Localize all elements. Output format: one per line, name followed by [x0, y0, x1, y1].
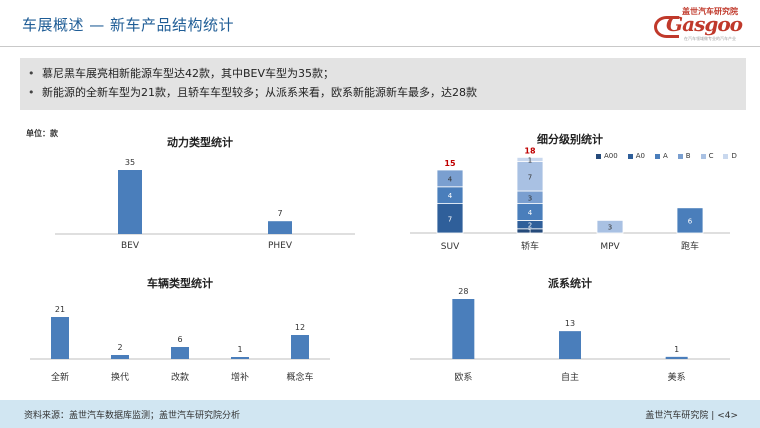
legend-item-B: B [677, 152, 691, 160]
legend-label: D [731, 152, 737, 160]
segment-data-label: 7 [448, 215, 452, 223]
origin-tick-label: 欧系 [454, 371, 472, 383]
segment-data-label: 3 [608, 224, 612, 232]
segment-bar-C [516, 161, 544, 192]
segment-data-label: 4 [528, 209, 533, 217]
vehicle-tick-label: 增补 [231, 371, 249, 383]
vehicle-bar [171, 347, 189, 359]
legend-label: A00 [604, 152, 618, 160]
vehicle-tick-label: 概念车 [286, 371, 313, 383]
segment-data-label: 4 [448, 192, 453, 200]
footer-separator: | [711, 411, 718, 421]
power-bar [268, 221, 292, 234]
summary-box: 慕尼黑车展亮相新能源车型达42款，其中BEV车型为35款； 新能源的全新车型为2… [20, 58, 746, 110]
legend-label: B [685, 152, 691, 160]
segment-data-label: 1 [528, 228, 532, 236]
vehicle-tick-label: 换代 [111, 371, 129, 383]
vehicle-tick-label: 改款 [171, 371, 189, 383]
legend-label: C [708, 152, 714, 160]
logo-tagline: 在汽车领域做专业的汽车产业 [684, 36, 736, 41]
unit-label: 单位：款 [26, 129, 58, 138]
segment-data-label: 2 [528, 222, 532, 230]
vehicle-data-label: 21 [55, 305, 65, 314]
footer-right: 盖世汽车研究院 | <4> [645, 408, 738, 421]
logo-swoosh-icon [654, 16, 679, 38]
footer-bar: 资料来源：盖世汽车数据库监测；盖世汽车研究院分析 盖世汽车研究院 | <4> [0, 400, 760, 428]
title-divider [0, 46, 760, 47]
gasgoo-logo: 盖世汽车研究院 Gasgoo 在汽车领域做专业的汽车产业 [652, 6, 743, 42]
chart-title-power: 动力类型统计 [167, 136, 233, 149]
segment-tick-label: 跑车 [681, 240, 699, 252]
origin-bar [452, 299, 475, 359]
origin-tick-label: 自主 [561, 371, 579, 383]
chart-title-origin: 派系统计 [548, 277, 592, 290]
segment-data-label: 3 [528, 194, 532, 202]
origin-bar [559, 331, 581, 359]
source-note: 资料来源：盖世汽车数据库监测；盖世汽车研究院分析 [24, 411, 241, 421]
vehicle-data-label: 1 [237, 345, 242, 354]
segment-total-label: 18 [524, 146, 536, 155]
segment-data-label: 7 [528, 173, 532, 181]
logo-brand-en: Gasgoo [666, 12, 743, 36]
chart-title-segment: 细分级别统计 [537, 133, 603, 146]
page-number: <4> [717, 411, 738, 421]
segment-bar-B [436, 169, 464, 188]
origin-bar [665, 356, 688, 359]
segment-data-label: 6 [688, 217, 693, 225]
chart-title-vehicle: 车辆类型统计 [147, 277, 213, 290]
legend-swatch [654, 153, 660, 159]
segment-bar-A [676, 207, 704, 234]
segment-bar-A0 [436, 203, 464, 234]
segment-tick-label: MPV [600, 242, 620, 252]
logo-brand-cn: 盖世汽车研究院 [682, 7, 738, 16]
vehicle-bar [291, 335, 309, 359]
legend-item-A00: A00 [596, 152, 618, 160]
segment-bar-D [516, 156, 544, 162]
power-data-label: 7 [277, 209, 282, 218]
segment-data-label: 4 [448, 175, 453, 183]
segment-data-label: 1 [528, 157, 532, 165]
segment-tick-label: 轿车 [521, 240, 539, 252]
legend-item-D: D [723, 152, 737, 160]
legend-item-A0: A0 [627, 152, 645, 160]
summary-item: 新能源的全新车型为21款，且轿车车型较多；从派系来看，欧系新能源新车最多，达28… [28, 83, 746, 102]
summary-item: 慕尼黑车展亮相新能源车型达42款，其中BEV车型为35款； [28, 64, 746, 83]
legend-swatch [627, 153, 633, 159]
legend-item-C: C [700, 152, 714, 160]
origin-data-label: 13 [565, 319, 575, 328]
vehicle-data-label: 12 [295, 323, 305, 332]
vehicle-data-label: 6 [177, 335, 182, 344]
vehicle-tick-label: 全新 [51, 371, 69, 383]
segment-bar-C [596, 219, 624, 234]
power-tick-label: BEV [121, 241, 140, 251]
page-title: 车展概述 — 新车产品结构统计 [22, 16, 235, 34]
origin-tick-label: 美系 [668, 371, 686, 383]
segment-legend: A00 A0 A B C D [596, 152, 737, 160]
vehicle-bar [231, 357, 249, 359]
legend-item-A: A [654, 152, 668, 160]
legend-swatch [700, 153, 706, 159]
legend-swatch [723, 153, 729, 159]
legend-swatch [677, 153, 683, 159]
vehicle-bar [51, 317, 69, 359]
vehicle-bar [111, 355, 129, 359]
legend-label: A0 [635, 152, 645, 160]
power-data-label: 35 [125, 158, 135, 167]
power-tick-label: PHEV [268, 241, 293, 251]
origin-data-label: 1 [674, 345, 679, 354]
legend-swatch [596, 153, 601, 159]
legend-label: A [662, 152, 668, 160]
footer-org: 盖世汽车研究院 [645, 411, 709, 421]
power-bar [118, 170, 142, 234]
segment-tick-label: SUV [441, 242, 460, 252]
origin-data-label: 28 [458, 287, 468, 296]
vehicle-data-label: 2 [117, 343, 122, 352]
segment-total-label: 15 [444, 159, 456, 168]
